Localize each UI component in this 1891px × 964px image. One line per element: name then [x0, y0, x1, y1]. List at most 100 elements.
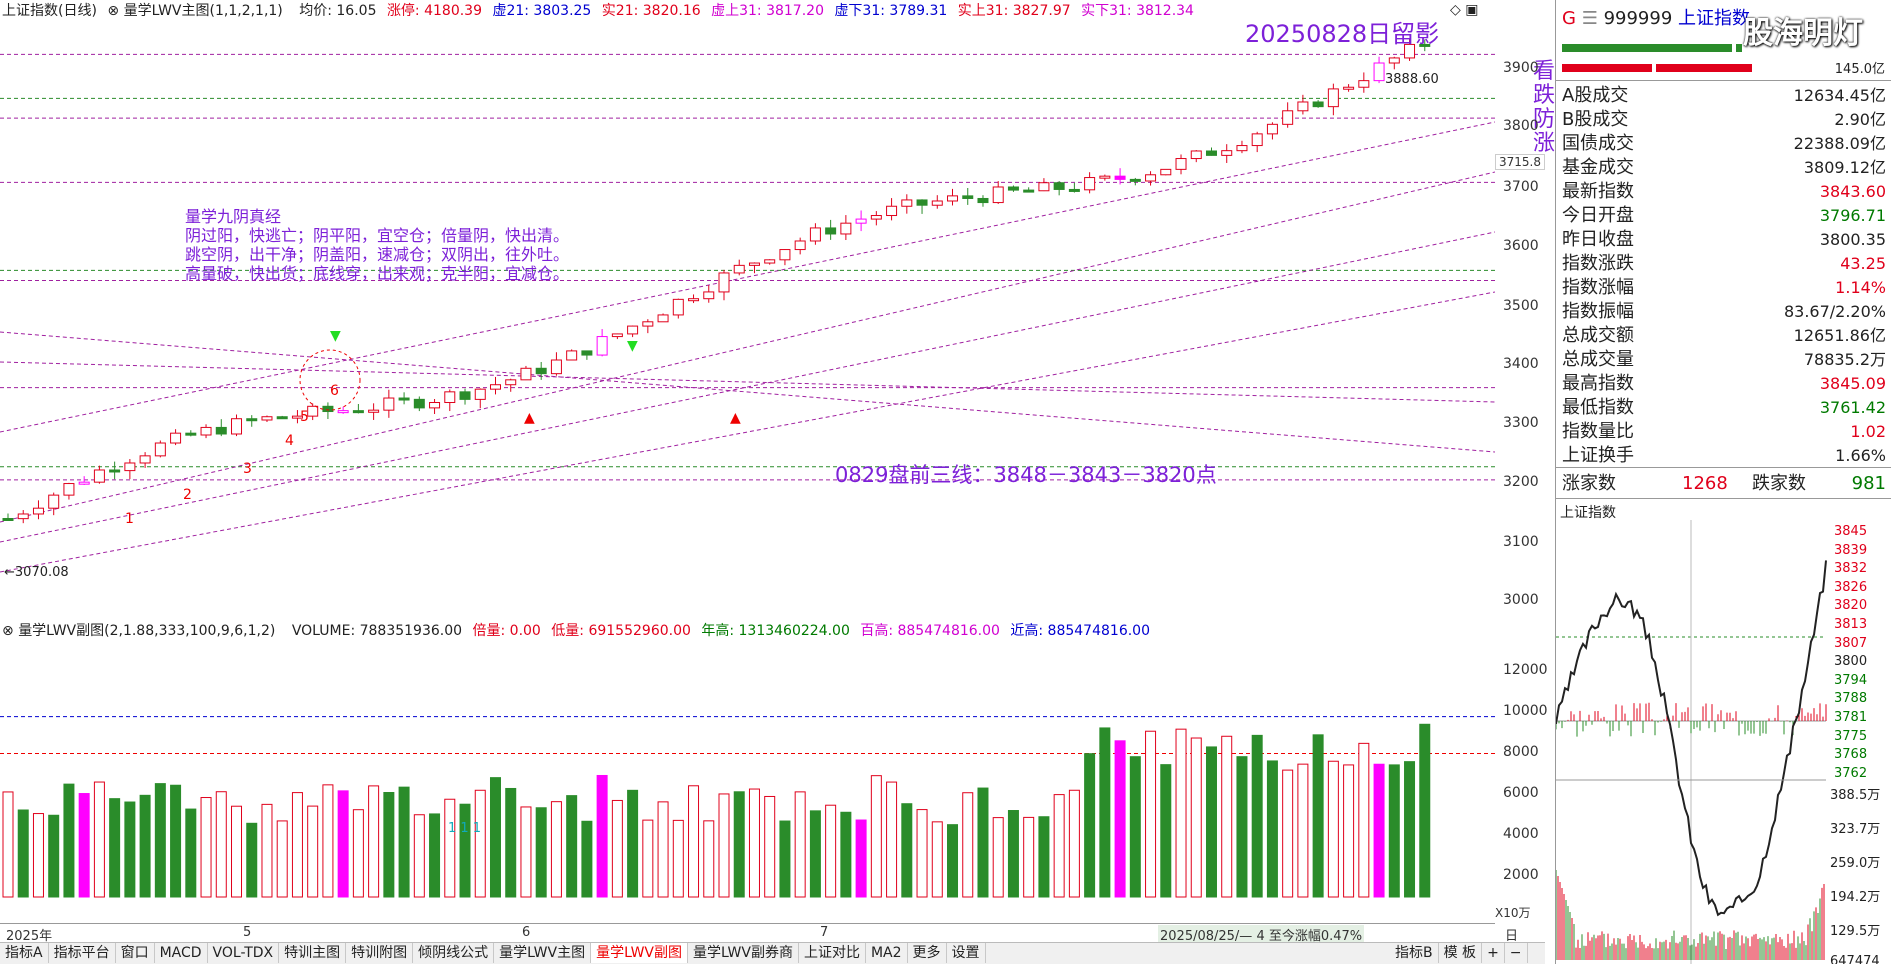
toolbar-item-active[interactable]: 量学LWV副图 — [591, 943, 689, 963]
volume-bar — [764, 795, 776, 898]
candle-body — [1327, 88, 1339, 108]
price-tick: 3800 — [1503, 118, 1539, 134]
trend-line — [0, 231, 1495, 543]
indicator-b-button[interactable]: 指标B — [1390, 943, 1439, 963]
volume-bar — [733, 791, 745, 898]
volume-bar — [566, 795, 578, 898]
quote-label: 最高指数 — [1562, 373, 1634, 394]
price-tag: 3715.8 — [1495, 154, 1545, 170]
candle-body — [794, 240, 806, 251]
quote-value: 3809.12亿 — [1803, 158, 1886, 177]
candle-body — [307, 405, 319, 417]
template-button[interactable]: 模 板 — [1439, 943, 1483, 963]
volume-chart — [0, 716, 1495, 898]
candle-body — [505, 379, 517, 386]
candle-body — [17, 513, 29, 520]
quote-label: 指数振幅 — [1562, 301, 1634, 322]
toolbar-item[interactable]: 更多 — [908, 943, 947, 963]
intraday-price-tick: 3762 — [1834, 765, 1868, 781]
candle-body — [672, 298, 684, 316]
price-tick: 3000 — [1503, 592, 1539, 608]
trend-line — [0, 171, 1495, 523]
price-tick: 3200 — [1503, 474, 1539, 490]
toolbar-item[interactable]: 窗口 — [116, 943, 155, 963]
candle-body — [383, 397, 395, 411]
toolbar-item[interactable]: 量学LWV副券商 — [688, 943, 799, 963]
candle-body — [109, 469, 121, 473]
toolbar-item[interactable]: 倾阴线公式 — [413, 943, 495, 963]
count-label: 1 — [125, 511, 134, 527]
intraday-price-line — [1556, 560, 1827, 917]
chart-options-icon[interactable]: ◇ ▣ — [1450, 2, 1479, 18]
vol-tick: 6000 — [1503, 785, 1539, 801]
toolbar-item[interactable]: VOL-TDX — [208, 943, 280, 963]
volume-bar — [1373, 763, 1385, 898]
toolbar-item[interactable]: 特训主图 — [279, 943, 347, 963]
volume-bar — [246, 822, 258, 898]
volume-bar — [32, 813, 44, 898]
candle-body — [748, 262, 760, 266]
volume-bar — [185, 808, 197, 898]
price-tick: 3500 — [1503, 298, 1539, 314]
zoom-out-button[interactable]: − — [1505, 943, 1528, 963]
volume-bar — [688, 785, 700, 898]
volume-bar — [1236, 756, 1248, 898]
candle-body — [1236, 145, 1248, 152]
trend-line — [0, 121, 1495, 433]
intraday-title: 上证指数 — [1560, 505, 1616, 521]
toolbar-item[interactable]: 指标平台 — [49, 943, 116, 963]
volume-bar — [611, 799, 623, 898]
toolbar-item[interactable]: 上证对比 — [799, 943, 866, 963]
toolbar-item[interactable]: MACD — [155, 943, 208, 963]
intraday-price-tick: 3832 — [1834, 561, 1868, 577]
candle-body — [901, 199, 913, 207]
volume-bar — [124, 801, 136, 898]
toolbar-item[interactable]: MA2 — [866, 943, 908, 963]
quote-label: B股成交 — [1562, 109, 1629, 130]
candle-body — [1007, 186, 1019, 191]
candle-body — [581, 350, 593, 356]
toolbar-item[interactable]: 设置 — [947, 943, 986, 963]
quote-value: 83.67/2.20% — [1783, 302, 1886, 321]
xushang31-value: 虚上31: 3817.20 — [711, 3, 824, 19]
vol-tick: 2000 — [1503, 867, 1539, 883]
toolbar-item[interactable]: 特训附图 — [346, 943, 414, 963]
price-tick: 3100 — [1503, 534, 1539, 550]
toolbar-item[interactable]: 量学LWV主图 — [494, 943, 592, 963]
toolbar-item[interactable]: 指标A — [0, 943, 49, 963]
candle-body — [718, 272, 730, 293]
candle-body — [78, 481, 90, 485]
candle-body — [444, 391, 456, 404]
volume-bar — [1404, 761, 1416, 898]
quote-value: 3796.71 — [1819, 206, 1886, 225]
chart-title-row: 上证指数(日线) ⊗ 量学LWV主图(1,1,2,1,1) 均价: 16.05 … — [0, 0, 1495, 22]
candle-body — [413, 398, 425, 409]
candle-body — [1419, 43, 1431, 47]
quote-label: 指数量比 — [1562, 421, 1634, 442]
stock-name[interactable]: 上证指数 — [1678, 8, 1751, 29]
candle-body — [398, 397, 410, 401]
quote-row: 总成交量 78835.2万 — [1562, 348, 1891, 372]
candle-body — [154, 442, 166, 457]
volume-bar — [337, 790, 349, 898]
volume-bar — [1053, 794, 1065, 898]
zoom-in-button[interactable]: + — [1482, 943, 1505, 963]
volume-bar — [276, 820, 288, 898]
breadth-row: 涨家数 1268 跌家数 981 — [1562, 472, 1891, 496]
candle-body — [992, 186, 1004, 204]
volume-bar — [93, 781, 105, 898]
divider — [1556, 80, 1891, 81]
candle-body — [352, 410, 364, 414]
volume-bar — [1007, 810, 1019, 898]
volume-bar — [459, 803, 471, 898]
indicator-selector[interactable]: ⊗ 量学LWV主图(1,1,2,1,1) — [107, 3, 283, 19]
sub-indicator-selector[interactable]: ⊗ 量学LWV副图(2,1.88,333,100,9,6,1,2) — [2, 623, 276, 639]
volume-bar — [840, 811, 852, 898]
count-label: 5 — [300, 409, 309, 425]
candle-body — [1282, 110, 1294, 125]
main-chart-area: 上证指数(日线) ⊗ 量学LWV主图(1,1,2,1,1) 均价: 16.05 … — [0, 0, 1555, 964]
quote-value: 1.14% — [1835, 278, 1886, 297]
volume-bar — [444, 798, 456, 898]
vol-tick: 8000 — [1503, 744, 1539, 760]
candle-body — [139, 455, 151, 464]
